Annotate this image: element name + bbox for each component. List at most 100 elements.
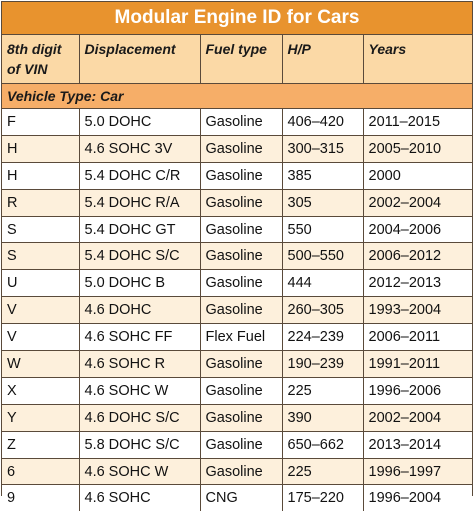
table-row: W 4.6 SOHC R Gasoline 190–239 1991–2011 — [2, 350, 472, 378]
table-row: R 5.4 DOHC R/A Gasoline 305 2002–2004 — [2, 189, 472, 217]
vin-digit-cell: V — [2, 323, 80, 352]
displacement-cell: 4.6 SOHC 3V — [79, 135, 201, 163]
fuel-type-cell: Gasoline — [200, 162, 283, 190]
fuel-type-cell: Gasoline — [200, 242, 283, 271]
displacement-cell: 5.4 DOHC R/A — [79, 189, 201, 217]
vin-digit-cell: W — [2, 350, 80, 378]
vin-digit-cell: V — [2, 296, 80, 325]
years-cell: 2000 — [363, 162, 472, 190]
section-label: Vehicle Type: Car — [2, 83, 472, 109]
vin-digit-cell: S — [2, 216, 80, 244]
hp-cell: 500–550 — [282, 242, 364, 271]
table-row: Y 4.6 DOHC S/C Gasoline 390 2002–2004 — [2, 404, 472, 432]
years-cell: 2005–2010 — [363, 135, 472, 163]
displacement-cell: 4.6 SOHC FF — [79, 323, 201, 352]
fuel-type-cell: Gasoline — [200, 135, 283, 163]
fuel-type-cell: Gasoline — [200, 216, 283, 244]
fuel-type-cell: Flex Fuel — [200, 323, 283, 352]
section-row: Vehicle Type: Car — [2, 83, 472, 109]
header-displacement: Displacement — [79, 35, 201, 84]
header-vin-digit: 8th digit of VIN — [2, 35, 80, 84]
hp-cell: 260–305 — [282, 296, 364, 325]
displacement-cell: 4.6 SOHC R — [79, 350, 201, 378]
displacement-cell: 4.6 SOHC — [79, 484, 201, 511]
fuel-type-cell: Gasoline — [200, 350, 283, 378]
hp-cell: 300–315 — [282, 135, 364, 163]
header-hp: H/P — [282, 35, 364, 84]
table-row: 9 4.6 SOHC CNG 175–220 1996–2004 — [2, 484, 472, 511]
years-cell: 1991–2011 — [363, 350, 472, 378]
vin-digit-cell: U — [2, 269, 80, 298]
fuel-type-cell: Gasoline — [200, 431, 283, 459]
displacement-cell: 4.6 DOHC S/C — [79, 404, 201, 432]
header-row: 8th digit of VIN Displacement Fuel type … — [2, 35, 472, 84]
displacement-cell: 4.6 DOHC — [79, 296, 201, 325]
displacement-cell: 5.4 DOHC S/C — [79, 242, 201, 271]
table-row: H 4.6 SOHC 3V Gasoline 300–315 2005–2010 — [2, 135, 472, 163]
displacement-cell: 5.0 DOHC — [79, 108, 201, 136]
engine-id-table: 8th digit of VIN Displacement Fuel type … — [2, 35, 472, 511]
vin-digit-cell: 6 — [2, 458, 80, 486]
displacement-cell: 5.8 DOHC S/C — [79, 431, 201, 459]
fuel-type-cell: Gasoline — [200, 189, 283, 217]
table-row: S 5.4 DOHC S/C Gasoline 500–550 2006–2012 — [2, 242, 472, 271]
years-cell: 2013–2014 — [363, 431, 472, 459]
hp-cell: 305 — [282, 189, 364, 217]
displacement-cell: 5.4 DOHC C/R — [79, 162, 201, 190]
fuel-type-cell: Gasoline — [200, 269, 283, 298]
years-cell: 2006–2012 — [363, 242, 472, 271]
fuel-type-cell: Gasoline — [200, 404, 283, 432]
table-row: V 4.6 DOHC Gasoline 260–305 1993–2004 — [2, 296, 472, 325]
years-cell: 1996–2004 — [363, 484, 472, 511]
hp-cell: 224–239 — [282, 323, 364, 352]
fuel-type-cell: Gasoline — [200, 108, 283, 136]
fuel-type-cell: Gasoline — [200, 458, 283, 486]
hp-cell: 550 — [282, 216, 364, 244]
fuel-type-cell: Gasoline — [200, 296, 283, 325]
years-cell: 2006–2011 — [363, 323, 472, 352]
vin-digit-cell: 9 — [2, 484, 80, 511]
vin-digit-cell: H — [2, 162, 80, 190]
table-row: H 5.4 DOHC C/R Gasoline 385 2000 — [2, 162, 472, 190]
vin-digit-cell: X — [2, 377, 80, 405]
hp-cell: 444 — [282, 269, 364, 298]
displacement-cell: 5.0 DOHC B — [79, 269, 201, 298]
years-cell: 2012–2013 — [363, 269, 472, 298]
vin-digit-cell: H — [2, 135, 80, 163]
hp-cell: 225 — [282, 458, 364, 486]
table-row: V 4.6 SOHC FF Flex Fuel 224–239 2006–2011 — [2, 323, 472, 352]
years-cell: 2011–2015 — [363, 108, 472, 136]
years-cell: 1996–1997 — [363, 458, 472, 486]
vin-digit-cell: S — [2, 242, 80, 271]
vin-digit-cell: F — [2, 108, 80, 136]
hp-cell: 385 — [282, 162, 364, 190]
years-cell: 2002–2004 — [363, 404, 472, 432]
years-cell: 1993–2004 — [363, 296, 472, 325]
table-row: F 5.0 DOHC Gasoline 406–420 2011–2015 — [2, 108, 472, 136]
table-row: Z 5.8 DOHC S/C Gasoline 650–662 2013–2014 — [2, 431, 472, 459]
hp-cell: 225 — [282, 377, 364, 405]
displacement-cell: 4.6 SOHC W — [79, 458, 201, 486]
table-row: 6 4.6 SOHC W Gasoline 225 1996–1997 — [2, 458, 472, 486]
fuel-type-cell: Gasoline — [200, 377, 283, 405]
years-cell: 2002–2004 — [363, 189, 472, 217]
vin-digit-cell: Y — [2, 404, 80, 432]
fuel-type-cell: CNG — [200, 484, 283, 511]
table-title: Modular Engine ID for Cars — [2, 2, 472, 35]
years-cell: 2004–2006 — [363, 216, 472, 244]
hp-cell: 390 — [282, 404, 364, 432]
header-years: Years — [363, 35, 472, 84]
years-cell: 1996–2006 — [363, 377, 472, 405]
header-fuel-type: Fuel type — [200, 35, 283, 84]
vin-digit-cell: Z — [2, 431, 80, 459]
table-row: X 4.6 SOHC W Gasoline 225 1996–2006 — [2, 377, 472, 405]
table-row: S 5.4 DOHC GT Gasoline 550 2004–2006 — [2, 216, 472, 244]
displacement-cell: 5.4 DOHC GT — [79, 216, 201, 244]
hp-cell: 190–239 — [282, 350, 364, 378]
table-row: U 5.0 DOHC B Gasoline 444 2012–2013 — [2, 269, 472, 298]
hp-cell: 175–220 — [282, 484, 364, 511]
hp-cell: 406–420 — [282, 108, 364, 136]
hp-cell: 650–662 — [282, 431, 364, 459]
vin-digit-cell: R — [2, 189, 80, 217]
